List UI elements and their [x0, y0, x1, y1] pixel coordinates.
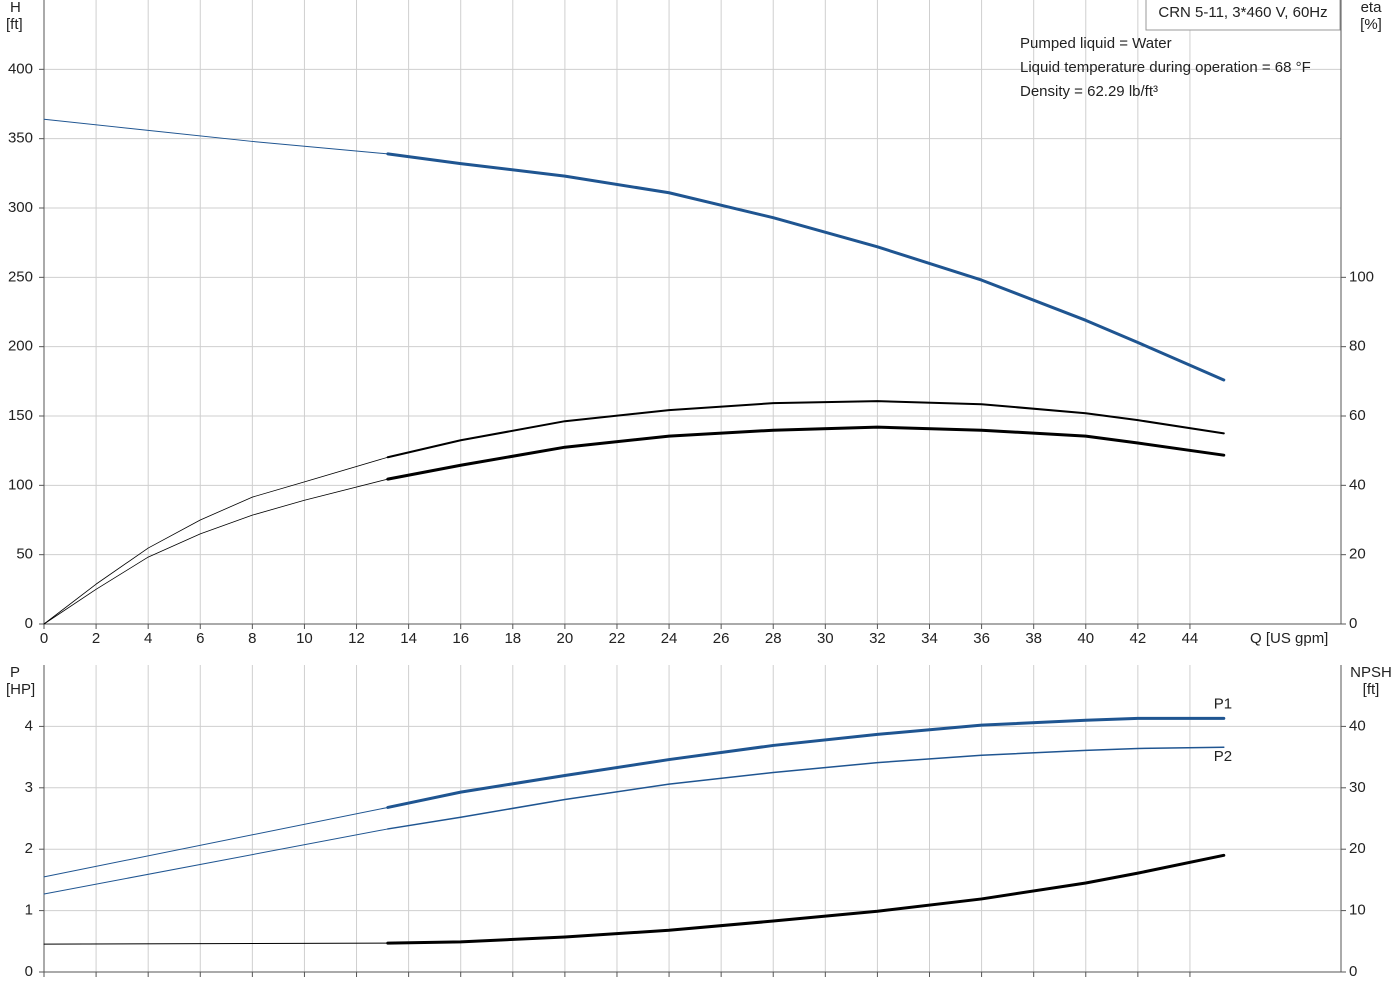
series-label: P2 [1214, 748, 1232, 765]
x-tick-label: 6 [196, 630, 204, 647]
y-tick-label: 3 [25, 779, 33, 796]
x-tick-label: 16 [452, 630, 469, 647]
y-axis-unit: [ft] [6, 16, 23, 33]
x-tick-label: 22 [609, 630, 626, 647]
y2-tick-label: 40 [1349, 476, 1366, 493]
x-tick-label: 26 [713, 630, 730, 647]
y2-tick-label: 30 [1349, 779, 1366, 796]
x-tick-label: 10 [296, 630, 313, 647]
y2-tick-label: 0 [1349, 615, 1357, 632]
y2-axis-label: eta [1361, 0, 1383, 16]
x-tick-label: 12 [348, 630, 365, 647]
y-tick-label: 300 [8, 199, 33, 216]
x-tick-label: 40 [1077, 630, 1094, 647]
x-tick-label: 42 [1130, 630, 1147, 647]
x-tick-label: 14 [400, 630, 417, 647]
x-tick-label: 4 [144, 630, 152, 647]
y2-axis-label: NPSH [1350, 664, 1392, 681]
y2-tick-label: 20 [1349, 546, 1366, 563]
curve [386, 152, 1226, 382]
curve [386, 716, 1226, 809]
y-axis-label: P [10, 664, 20, 681]
y-tick-label: 50 [16, 546, 33, 563]
curve [43, 806, 389, 878]
x-tick-label: 24 [661, 630, 678, 647]
curve [386, 425, 1226, 481]
title-box [1145, 0, 1341, 31]
y2-tick-label: 0 [1349, 963, 1357, 980]
y2-axis-unit: [ft] [1363, 681, 1380, 698]
x-tick-label: 30 [817, 630, 834, 647]
annotation: Density = 62.29 lb/ft³ [1020, 83, 1158, 100]
curve [43, 456, 389, 625]
y-tick-label: 4 [25, 717, 33, 734]
y-tick-label: 350 [8, 130, 33, 147]
curve [386, 400, 1225, 459]
x-tick-label: 0 [40, 630, 48, 647]
y-tick-label: 0 [25, 963, 33, 980]
curve [43, 828, 389, 895]
x-tick-label: 2 [92, 630, 100, 647]
curve [43, 118, 389, 155]
x-tick-label: 18 [504, 630, 521, 647]
curve [387, 746, 1225, 830]
series-label: P1 [1214, 695, 1232, 712]
y2-tick-label: 10 [1349, 902, 1366, 919]
curve [43, 478, 389, 625]
y-axis-unit: [HP] [6, 681, 35, 698]
x-tick-label: 32 [869, 630, 886, 647]
x-tick-label: 28 [765, 630, 782, 647]
y-tick-label: 200 [8, 338, 33, 355]
chart-title: CRN 5-11, 3*460 V, 60Hz [1158, 4, 1327, 21]
y-tick-label: 2 [25, 840, 33, 857]
y-tick-label: 400 [8, 60, 33, 77]
y2-tick-label: 60 [1349, 407, 1366, 424]
y2-tick-label: 20 [1349, 840, 1366, 857]
curve [386, 853, 1226, 945]
x-tick-label: 20 [557, 630, 574, 647]
plot-frame [43, 0, 1342, 625]
annotation: Pumped liquid = Water [1020, 35, 1172, 52]
y2-tick-label: 40 [1349, 717, 1366, 734]
y-tick-label: 250 [8, 268, 33, 285]
y2-axis-unit: [%] [1360, 16, 1382, 33]
y-axis-label: H [10, 0, 21, 16]
x-tick-label: 34 [921, 630, 938, 647]
y-tick-label: 0 [25, 615, 33, 632]
x-tick-label: 44 [1182, 630, 1199, 647]
y2-tick-label: 100 [1349, 268, 1374, 285]
y-tick-label: 1 [25, 902, 33, 919]
x-tick-label: 8 [248, 630, 256, 647]
y-tick-label: 100 [8, 476, 33, 493]
x-tick-label: 36 [973, 630, 990, 647]
plot-frame [43, 665, 1342, 973]
x-tick-label: 38 [1025, 630, 1042, 647]
y2-tick-label: 80 [1349, 338, 1366, 355]
x-axis-label: Q [US gpm] [1250, 630, 1328, 647]
y-tick-label: 150 [8, 407, 33, 424]
curve [43, 942, 389, 945]
annotation: Liquid temperature during operation = 68… [1020, 59, 1311, 76]
